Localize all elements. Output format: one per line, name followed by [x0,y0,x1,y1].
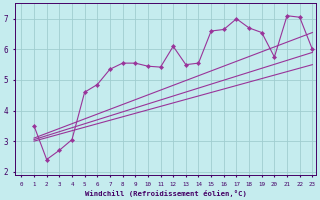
X-axis label: Windchill (Refroidissement éolien,°C): Windchill (Refroidissement éolien,°C) [85,190,246,197]
